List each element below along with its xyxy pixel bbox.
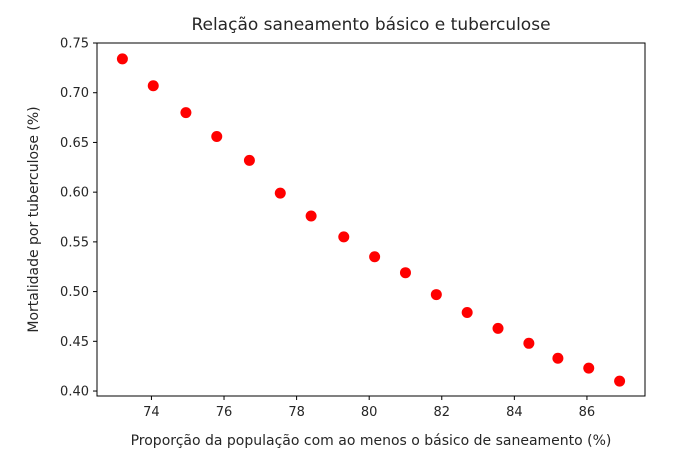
data-point (492, 322, 504, 334)
y-tick-label: 0.75 (60, 37, 89, 52)
x-tick-label: 74 (143, 405, 160, 420)
data-point (461, 306, 473, 318)
x-tick-label: 76 (216, 405, 233, 420)
plot-area-frame (96, 42, 646, 397)
y-tick-label: 0.45 (60, 335, 89, 350)
y-tick-label: 0.65 (60, 136, 89, 151)
data-point (147, 80, 159, 92)
data-point (523, 337, 535, 349)
chart-title: Relação saneamento básico e tuberculose (191, 15, 550, 35)
data-point (614, 375, 626, 387)
data-point (274, 187, 286, 199)
x-tick-label: 78 (288, 405, 305, 420)
data-point (180, 107, 192, 119)
y-tick-label: 0.70 (60, 86, 89, 101)
data-point (399, 267, 411, 279)
x-tick-label: 86 (579, 405, 596, 420)
data-point (583, 362, 595, 374)
x-tick-label: 80 (361, 405, 378, 420)
data-points (116, 53, 626, 387)
data-point (116, 53, 128, 65)
data-point (211, 130, 223, 142)
data-point (243, 154, 255, 166)
data-point (552, 352, 564, 364)
y-tick-label: 0.60 (60, 186, 89, 201)
x-tick-label: 84 (506, 405, 523, 420)
y-axis-label: Mortalidade por tuberculose (%) (26, 106, 42, 332)
y-tick-label: 0.40 (60, 385, 89, 400)
data-point (430, 289, 442, 301)
x-axis-label: Proporção da população com ao menos o bá… (131, 433, 612, 449)
axis-ticks: 74 76 78 80 82 84 86 0.40 0.45 0.50 0.55 0.60 0.65 0.… (60, 37, 595, 421)
x-tick-label: 82 (433, 405, 450, 420)
data-point (305, 210, 317, 222)
y-tick-label: 0.50 (60, 285, 89, 300)
data-point (338, 231, 350, 243)
y-tick-label: 0.55 (60, 235, 89, 250)
data-point (369, 251, 381, 263)
